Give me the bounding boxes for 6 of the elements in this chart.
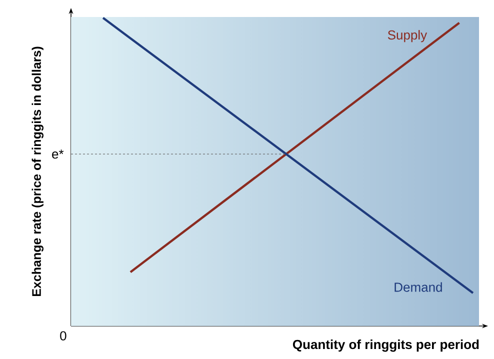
ref-line-label: e* [52, 150, 64, 159]
series-label: Supply [388, 30, 428, 42]
series-label: Demand [394, 282, 442, 292]
x-axis-title: Quantity of ringgits per period [292, 340, 479, 352]
text: 0 [60, 331, 66, 340]
y-axis-title: Exchange rate (price of ringgits in dollars) [32, 46, 44, 296]
